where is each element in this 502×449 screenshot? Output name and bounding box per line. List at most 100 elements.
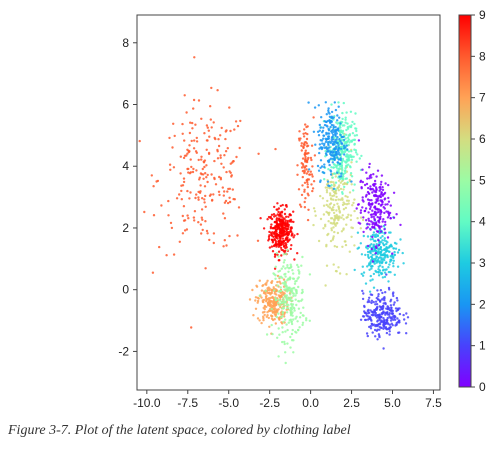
- scatter-point: [375, 270, 378, 274]
- scatter-point: [389, 271, 392, 274]
- scatter-point: [216, 150, 219, 153]
- scatter-point: [376, 328, 379, 331]
- scatter-point: [305, 137, 309, 141]
- scatter-point: [345, 111, 348, 114]
- colorbar-tick-label: 9: [479, 8, 486, 22]
- scatter-point: [374, 208, 377, 211]
- scatter-point: [336, 167, 339, 170]
- scatter-point: [279, 299, 282, 302]
- scatter-point: [302, 306, 305, 309]
- scatter-point: [272, 213, 276, 216]
- scatter-point: [369, 228, 372, 231]
- scatter-point: [343, 182, 347, 186]
- scatter-point: [381, 276, 385, 279]
- scatter-point: [268, 325, 271, 328]
- scatter-point: [327, 160, 331, 163]
- scatter-point: [224, 130, 227, 133]
- scatter-point: [200, 158, 203, 161]
- scatter-point: [284, 288, 287, 291]
- scatter-point: [348, 250, 351, 253]
- scatter-point: [372, 286, 376, 289]
- scatter-point: [319, 139, 322, 142]
- scatter-point: [285, 297, 288, 301]
- scatter-point: [285, 294, 288, 297]
- scatter-point: [373, 311, 376, 314]
- scatter-point: [330, 184, 333, 187]
- scatter-point: [331, 217, 334, 220]
- scatter-point: [205, 148, 208, 151]
- scatter-point: [187, 167, 190, 171]
- scatter-point: [387, 266, 390, 269]
- scatter-point: [381, 320, 384, 323]
- scatter-point: [384, 291, 387, 294]
- scatter-point: [351, 132, 355, 135]
- scatter-point: [368, 244, 372, 247]
- scatter-point: [226, 201, 230, 205]
- scatter-point: [271, 227, 275, 230]
- scatter-point: [377, 293, 380, 296]
- x-tick-label: 5.0: [384, 396, 401, 410]
- scatter-point: [313, 106, 317, 109]
- scatter-point: [374, 257, 378, 260]
- scatter-point: [233, 128, 236, 131]
- scatter-point: [323, 165, 326, 169]
- scatter-point: [344, 240, 347, 243]
- scatter-point: [270, 223, 273, 226]
- scatter-point: [344, 206, 348, 210]
- scatter-point: [386, 305, 389, 308]
- scatter-point: [301, 288, 304, 292]
- scatter-point: [302, 132, 305, 135]
- scatter-point: [300, 166, 304, 169]
- scatter-point: [330, 138, 333, 141]
- scatter-point: [333, 163, 336, 166]
- scatter-point: [193, 56, 196, 59]
- scatter-point: [324, 225, 327, 228]
- scatter-point: [371, 223, 374, 226]
- scatter-point: [347, 157, 350, 160]
- scatter-point: [200, 155, 203, 158]
- scatter-point: [313, 210, 317, 213]
- scatter-point: [310, 144, 314, 147]
- scatter-point: [303, 181, 307, 184]
- scatter-point: [382, 218, 385, 221]
- scatter-point: [314, 214, 317, 217]
- scatter-point: [334, 132, 337, 135]
- scatter-point: [367, 299, 370, 302]
- scatter-point: [347, 213, 350, 216]
- scatter-point: [293, 234, 296, 237]
- scatter-point: [364, 253, 367, 257]
- scatter-point: [381, 265, 384, 269]
- colorbar-tick-label: 7: [479, 91, 486, 105]
- scatter-point: [205, 139, 209, 142]
- scatter-point: [277, 290, 280, 293]
- y-tick-label: 6: [122, 98, 129, 112]
- scatter-point: [394, 247, 398, 250]
- scatter-point: [347, 199, 350, 202]
- scatter-point: [358, 157, 361, 160]
- scatter-point: [385, 320, 389, 323]
- scatter-point: [345, 128, 348, 132]
- scatter-point: [346, 155, 349, 158]
- scatter-point: [192, 216, 196, 219]
- scatter-point: [340, 216, 343, 219]
- scatter-point: [337, 169, 340, 172]
- scatter-point: [340, 163, 343, 167]
- scatter-point: [335, 245, 339, 249]
- scatter-point: [230, 174, 233, 177]
- scatter-point: [181, 232, 185, 235]
- scatter-point: [194, 150, 198, 153]
- scatter-point: [175, 197, 179, 200]
- scatter-point: [357, 221, 360, 224]
- scatter-point: [343, 150, 347, 154]
- scatter-point: [192, 147, 196, 150]
- scatter-point: [292, 220, 295, 224]
- scatter-point: [327, 220, 330, 223]
- scatter-point: [191, 121, 194, 125]
- scatter-point: [334, 125, 337, 129]
- scatter-point: [339, 126, 342, 129]
- scatter-point: [380, 225, 383, 228]
- colorbar-tick-label: 2: [479, 297, 486, 311]
- scatter-point: [254, 299, 257, 302]
- cluster-label-8: [138, 56, 277, 329]
- scatter-point: [383, 211, 386, 215]
